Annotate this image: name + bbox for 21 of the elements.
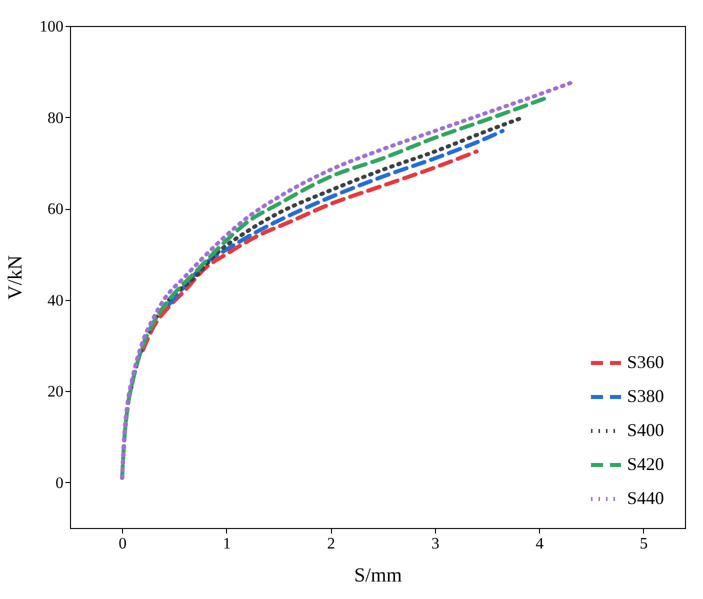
legend-label: S420 [627,454,664,474]
y-tick-label: 100 [40,18,64,36]
x-tick-label: 1 [222,536,231,552]
y-tick-label: 20 [48,384,64,401]
x-tick-label: 0 [118,536,127,552]
y-tick-label: 80 [48,110,64,127]
x-tick-label: 3 [431,536,440,552]
y-tick-label: 40 [48,292,64,310]
y-tick-label: 60 [48,201,64,218]
y-axis-title: V/kN [4,255,26,300]
legend-label: S380 [627,386,664,406]
legend-label: S440 [627,488,664,508]
legend-label: S400 [627,420,664,440]
x-tick-label: 5 [640,536,648,552]
x-tick-label: 2 [327,536,336,552]
y-tick-label: 0 [56,474,64,492]
line-series [167,128,505,306]
line-series [140,150,479,352]
legend-label: S360 [627,352,664,372]
x-axis-title: S/mm [354,564,402,586]
x-tick-label: 4 [536,536,544,552]
